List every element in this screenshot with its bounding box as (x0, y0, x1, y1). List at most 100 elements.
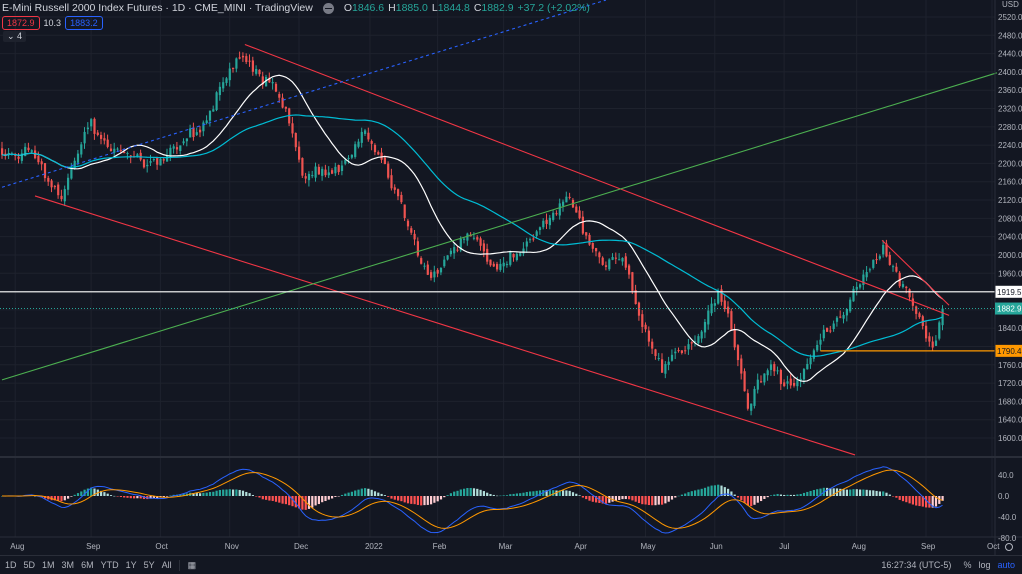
price-tick: 1600.0 (998, 434, 1022, 443)
macd-histogram-bar (832, 488, 835, 496)
macd-histogram-bar (169, 495, 172, 497)
candle-body (357, 141, 360, 147)
candle-body (463, 238, 466, 240)
macd-histogram-bar (641, 496, 644, 505)
macd-histogram-bar (73, 494, 76, 496)
macd-histogram-bar (251, 494, 254, 496)
candle-body (423, 265, 426, 267)
clock-time[interactable]: 16:27:34 (UTC-5) (881, 560, 952, 570)
macd-histogram-bar (611, 496, 614, 502)
candle-body (142, 159, 146, 168)
price-chart[interactable]: 1919.5 1790.4 USD 2520.0 2480.0 2440.0 2400.0 2… (0, 0, 1022, 555)
candle-body (420, 258, 423, 264)
range-ytd[interactable]: YTD (100, 560, 119, 570)
time-axis-label: Oct (155, 542, 168, 551)
change-value: +37.2 (+2.02%) (517, 2, 590, 14)
time-axis-label: Oct (987, 542, 1000, 551)
macd-histogram-bar (238, 489, 241, 496)
candle-body (255, 68, 258, 74)
high-label: H (388, 2, 396, 14)
candle-body (687, 344, 690, 350)
macd-histogram-bar (595, 496, 598, 503)
macd-histogram-bar (331, 496, 334, 499)
signal-line (1, 469, 943, 529)
candle-body (746, 393, 749, 409)
candle-body (185, 138, 188, 142)
symbol-title[interactable]: E-Mini Russell 2000 Index Futures · 1D ·… (2, 2, 313, 14)
time-axis-label: Nov (225, 542, 239, 551)
candle-body (27, 147, 30, 151)
macd-histogram-bar (149, 496, 152, 499)
range-5y[interactable]: 5Y (143, 560, 155, 570)
candle-body (651, 341, 654, 349)
auto-toggle[interactable]: auto (997, 560, 1015, 570)
range-3m[interactable]: 3M (61, 560, 75, 570)
green-trendline-line (1, 72, 998, 381)
candle-body (868, 269, 872, 271)
candle-body (505, 264, 509, 266)
buy-button[interactable]: 1883.2 (65, 16, 103, 30)
time-axis-label: Aug (852, 542, 866, 551)
macd-histogram-bar (882, 491, 885, 496)
macd-histogram-bar (235, 489, 238, 496)
moving-average-line (1, 114, 943, 357)
candle-body (406, 220, 410, 227)
candle-body (644, 324, 647, 330)
open-value: 1846.6 (352, 2, 385, 14)
macd-histogram-bar (901, 496, 905, 502)
macd-histogram-bar (443, 496, 446, 498)
macd-histogram-bar (215, 490, 218, 496)
macd-histogram-bar (746, 496, 749, 506)
range-1d[interactable]: 1D (5, 560, 17, 570)
indicators-toggle[interactable]: ⌄ 4 (3, 31, 27, 42)
macd-histogram-bar (433, 496, 436, 503)
range-1y[interactable]: 1Y (125, 560, 137, 570)
macd-histogram-bar (311, 496, 314, 508)
candle-body (90, 119, 93, 127)
macd-histogram-bar (799, 493, 802, 496)
macd-histogram-bar (931, 496, 934, 508)
macd-histogram-bar (70, 496, 73, 497)
price-tick: 2160.0 (998, 178, 1022, 187)
candle-body (522, 248, 525, 254)
symbol-header: E-Mini Russell 2000 Index Futures · 1D ·… (2, 2, 590, 14)
percent-toggle[interactable]: % (963, 560, 972, 570)
macd-histogram-bar (360, 488, 363, 496)
visibility-icon[interactable] (322, 2, 334, 14)
macd-histogram-bar (578, 495, 581, 496)
macd-histogram-bar (661, 496, 664, 505)
macd-histogram-bar (123, 496, 126, 498)
sell-button[interactable]: 1872.9 (2, 16, 40, 30)
macd-histogram-bar (925, 496, 928, 508)
candle-body (40, 161, 43, 165)
log-toggle[interactable]: log (978, 560, 991, 570)
range-1m[interactable]: 1M (42, 560, 55, 570)
candle-body (548, 217, 551, 226)
candle-body (258, 69, 261, 75)
candle-body (878, 256, 881, 259)
macd-histogram-bar (826, 487, 829, 496)
level-price-label: 1919.5 (997, 288, 1022, 297)
candle-body (136, 154, 139, 157)
candle-body (901, 284, 905, 288)
macd-histogram-bar (400, 496, 403, 502)
candle-body (304, 176, 307, 179)
candle-body (96, 132, 99, 135)
candle-body (776, 370, 779, 372)
macd-histogram-bar (321, 496, 324, 503)
range-all[interactable]: All (161, 560, 172, 570)
macd-histogram-bar (60, 496, 63, 502)
candle-body (413, 233, 416, 240)
candle-body (743, 371, 746, 392)
calendar-icon[interactable]: ▦ (178, 559, 196, 571)
candle-body (654, 349, 657, 356)
candle-body (661, 359, 664, 373)
macd-histogram-bar (647, 496, 650, 506)
range-5d[interactable]: 5D (23, 560, 36, 570)
candle-body (291, 123, 294, 134)
candle-body (57, 184, 60, 196)
range-6m[interactable]: 6M (81, 560, 94, 570)
settings-gear-icon[interactable] (1005, 543, 1013, 551)
candle-body (245, 56, 248, 63)
macd-histogram-bar (307, 496, 311, 509)
